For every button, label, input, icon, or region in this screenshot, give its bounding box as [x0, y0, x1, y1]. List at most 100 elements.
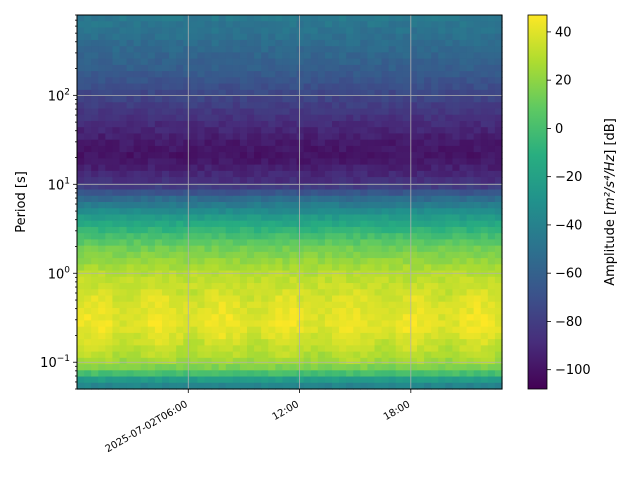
- heatmap-cell: [112, 351, 121, 359]
- heatmap-cell: [353, 376, 361, 384]
- heatmap-cell: [176, 370, 184, 378]
- heatmap-cell: [310, 208, 319, 216]
- heatmap-cell: [466, 233, 475, 240]
- heatmap-cell: [225, 320, 234, 328]
- heatmap-cell: [374, 33, 383, 41]
- heatmap-cell: [438, 202, 446, 209]
- heatmap-cell: [133, 376, 142, 384]
- heatmap-cell: [494, 307, 503, 315]
- heatmap-cell: [395, 376, 404, 384]
- heatmap-cell: [169, 264, 177, 272]
- heatmap-cell: [112, 208, 121, 216]
- heatmap-cell: [133, 276, 142, 284]
- heatmap-cell: [296, 233, 305, 240]
- heatmap-cell: [268, 21, 276, 29]
- heatmap-cell: [204, 214, 213, 222]
- heatmap-cell: [388, 270, 397, 278]
- heatmap-cell: [204, 339, 213, 346]
- heatmap-cell: [190, 183, 199, 191]
- heatmap-cell: [296, 345, 305, 353]
- heatmap-cell: [105, 108, 114, 116]
- heatmap-cell: [417, 189, 425, 197]
- heatmap-cell: [254, 320, 262, 328]
- heatmap-cell: [487, 158, 496, 166]
- heatmap-cell: [162, 33, 170, 41]
- heatmap-cell: [268, 114, 276, 122]
- heatmap-cell: [473, 133, 482, 141]
- heatmap-cell: [247, 83, 255, 91]
- heatmap-cell: [324, 145, 333, 153]
- heatmap-cell: [197, 183, 206, 191]
- heatmap-cell: [324, 357, 333, 365]
- heatmap-cell: [126, 108, 135, 116]
- heatmap-cell: [211, 239, 220, 247]
- heatmap-cell: [91, 39, 99, 47]
- heatmap-cell: [487, 239, 496, 247]
- heatmap-cell: [424, 370, 432, 378]
- heatmap-cell: [417, 245, 425, 253]
- heatmap-cell: [339, 283, 347, 290]
- heatmap-cell: [494, 64, 503, 72]
- heatmap-cell: [473, 283, 482, 290]
- heatmap-cell: [374, 270, 383, 278]
- heatmap-cell: [466, 108, 475, 116]
- heatmap-cell: [395, 158, 404, 166]
- heatmap-cell: [452, 27, 461, 35]
- heatmap-cell: [169, 314, 177, 322]
- heatmap-cell: [409, 376, 418, 384]
- heatmap-cell: [459, 21, 468, 29]
- heatmap-cell: [176, 27, 184, 35]
- heatmap-cell: [388, 170, 397, 178]
- heatmap-cell: [133, 270, 142, 278]
- heatmap-cell: [466, 214, 475, 222]
- heatmap-cell: [268, 283, 276, 290]
- heatmap-cell: [353, 164, 361, 172]
- heatmap-cell: [388, 108, 397, 116]
- heatmap-cell: [374, 202, 383, 209]
- heatmap-cell: [133, 351, 142, 359]
- heatmap-cell: [190, 314, 199, 322]
- heatmap-cell: [211, 158, 220, 166]
- heatmap-cell: [84, 133, 92, 141]
- heatmap-cell: [77, 332, 85, 340]
- heatmap-cell: [296, 21, 305, 29]
- heatmap-cell: [239, 339, 248, 346]
- heatmap-cell: [197, 276, 206, 284]
- heatmap-cell: [126, 345, 135, 353]
- heatmap-cell: [324, 89, 333, 97]
- heatmap-cell: [310, 214, 319, 222]
- heatmap-cell: [487, 114, 496, 122]
- heatmap-cell: [459, 96, 468, 103]
- heatmap-cell: [282, 314, 291, 322]
- heatmap-cell: [494, 108, 503, 116]
- heatmap-cell: [275, 345, 284, 353]
- heatmap-cell: [409, 289, 418, 297]
- heatmap-cell: [105, 27, 114, 35]
- heatmap-cell: [374, 276, 383, 284]
- heatmap-cell: [438, 170, 446, 178]
- heatmap-cell: [346, 245, 354, 253]
- heatmap-cell: [282, 183, 291, 191]
- heatmap-cell: [91, 158, 99, 166]
- heatmap-cell: [140, 264, 149, 272]
- heatmap-cell: [317, 226, 326, 234]
- heatmap-cell: [154, 239, 163, 247]
- heatmap-cell: [374, 139, 383, 147]
- heatmap-cell: [424, 114, 432, 122]
- heatmap-cell: [204, 120, 213, 128]
- heatmap-cell: [317, 164, 326, 172]
- heatmap-cell: [289, 339, 298, 346]
- heatmap-cell: [332, 189, 340, 197]
- heatmap-cell: [247, 276, 255, 284]
- heatmap-cell: [452, 208, 461, 216]
- heatmap-cell: [360, 139, 369, 147]
- heatmap-cell: [268, 220, 276, 228]
- heatmap-cell: [487, 264, 496, 272]
- heatmap-cell: [126, 195, 135, 203]
- heatmap-cell: [211, 351, 220, 359]
- heatmap-cell: [409, 189, 418, 197]
- heatmap-cell: [225, 71, 234, 78]
- heatmap-cell: [395, 332, 404, 340]
- heatmap-cell: [211, 46, 220, 53]
- heatmap-cell: [466, 283, 475, 290]
